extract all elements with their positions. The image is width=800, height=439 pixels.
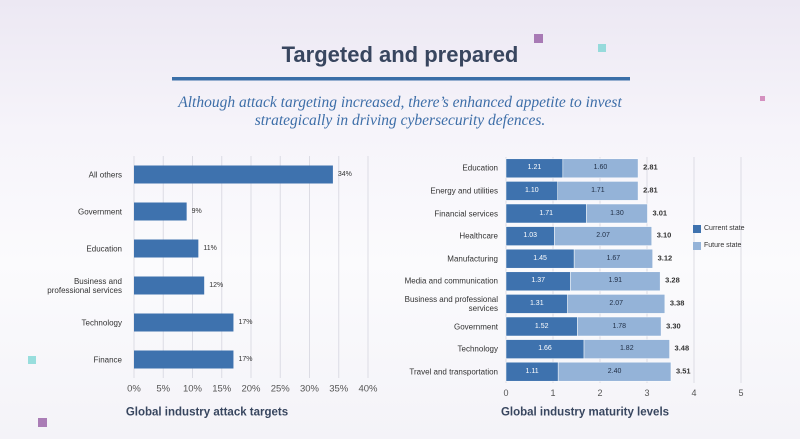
- x-tick-label: 1: [550, 387, 556, 398]
- y-tick-label: Government: [77, 206, 122, 216]
- total-label: 3.38: [669, 298, 685, 308]
- x-tick-label: 0%: [127, 383, 141, 395]
- value-label: 17%: [238, 355, 253, 363]
- value-label: 2.40: [607, 367, 622, 375]
- total-label: 3.28: [665, 275, 680, 285]
- value-label: 34%: [337, 170, 352, 178]
- value-label: 1.82: [619, 345, 634, 353]
- value-label: 11%: [203, 244, 217, 252]
- total-label: 3.01: [652, 208, 668, 218]
- total-label: 3.51: [675, 366, 691, 376]
- x-tick-label: 40%: [358, 383, 378, 395]
- value-label: 1.45: [533, 254, 547, 262]
- decor: [598, 44, 606, 52]
- value-label: 1.67: [606, 254, 621, 262]
- value-label: 1.60: [593, 164, 608, 172]
- y-tick-label: All others: [88, 169, 122, 179]
- bar-segment: [583, 339, 670, 359]
- legend-label: Current state: [704, 224, 745, 232]
- value-label: 1.03: [523, 232, 538, 240]
- total-label: 3.48: [674, 343, 690, 353]
- bar-segment: [573, 248, 653, 269]
- x-tick-label: 20%: [241, 383, 261, 395]
- bar: [134, 202, 187, 221]
- legend-label: Future state: [704, 241, 742, 249]
- bar-segment: [557, 361, 672, 382]
- bar-segment: [557, 181, 639, 201]
- y-tick-label: Business and professional services: [47, 276, 122, 295]
- y-tick-label: Technology: [81, 317, 122, 327]
- bar-segment: [562, 158, 639, 179]
- decor: [760, 96, 765, 101]
- total-label: 3.30: [666, 321, 681, 331]
- value-label: 1.31: [529, 299, 544, 307]
- x-tick-label: 5: [738, 387, 744, 398]
- bar-segment: [577, 316, 662, 337]
- x-tick-label: 10%: [182, 383, 202, 395]
- value-label: 1.91: [608, 277, 623, 285]
- bar-segment: [586, 203, 648, 224]
- value-label: 1.66: [538, 345, 552, 353]
- bar: [134, 313, 234, 332]
- x-tick-label: 2: [597, 387, 603, 398]
- value-label: 1.78: [612, 322, 627, 330]
- y-tick-label: Financial services: [434, 208, 498, 218]
- value-label: 1.21: [527, 164, 542, 172]
- value-label: 1.71: [539, 209, 553, 217]
- y-tick-label: Business and professional services: [404, 294, 498, 313]
- value-label: 1.30: [610, 209, 624, 217]
- total-label: 3.12: [657, 253, 673, 263]
- y-tick-label: Manufacturing: [447, 254, 498, 264]
- y-tick-label: Finance: [93, 354, 122, 364]
- value-label: 2.07: [596, 232, 610, 240]
- total-label: 2.81: [643, 162, 658, 172]
- bar-segment: [554, 226, 652, 246]
- value-label: 2.07: [609, 299, 624, 307]
- chart-title: Global industry maturity levels: [500, 406, 670, 419]
- chart-title: Global industry attack targets: [125, 406, 289, 419]
- x-tick-label: 35%: [329, 383, 349, 395]
- y-tick-label: Energy and utilities: [430, 186, 498, 196]
- y-tick-label: Education: [462, 163, 498, 173]
- y-tick-label: Healthcare: [459, 231, 498, 241]
- x-tick-label: 5%: [156, 383, 171, 395]
- y-tick-label: Travel and transportation: [409, 367, 498, 377]
- value-label: 1.37: [531, 277, 545, 285]
- x-tick-label: 30%: [299, 383, 319, 395]
- bar: [134, 350, 234, 369]
- x-tick-label: 25%: [270, 383, 290, 395]
- total-label: 2.81: [643, 185, 658, 195]
- value-label: 1.11: [525, 367, 539, 375]
- decor: [28, 356, 36, 364]
- bar: [134, 239, 199, 258]
- x-tick-label: 3: [644, 387, 650, 398]
- y-tick-label: Technology: [457, 344, 498, 354]
- title: Targeted and prepared: [281, 42, 519, 67]
- value-label: 12%: [209, 281, 224, 289]
- decor: [534, 34, 543, 43]
- legend-swatch: [693, 242, 701, 250]
- x-tick-label: 0: [503, 387, 509, 398]
- x-tick-label: 15%: [212, 383, 232, 395]
- y-tick-label: Media and communication: [404, 276, 498, 286]
- y-tick-label: Education: [86, 243, 122, 253]
- legend-swatch: [693, 225, 701, 233]
- title-rule: [172, 77, 630, 81]
- x-tick-label: 4: [691, 387, 697, 398]
- bar: [134, 165, 333, 184]
- y-tick-label: Government: [453, 321, 498, 331]
- bar-segment: [567, 294, 666, 314]
- value-label: 1.52: [534, 322, 549, 330]
- value-label: 1.10: [525, 186, 539, 194]
- bar: [134, 276, 205, 295]
- bar-segment: [570, 271, 661, 292]
- value-label: 9%: [191, 207, 202, 215]
- value-label: 17%: [238, 318, 253, 326]
- total-label: 3.10: [656, 230, 672, 240]
- subtitle: Although attack targeting increased, the…: [178, 94, 622, 129]
- value-label: 1.71: [591, 186, 605, 194]
- decor: [38, 418, 47, 427]
